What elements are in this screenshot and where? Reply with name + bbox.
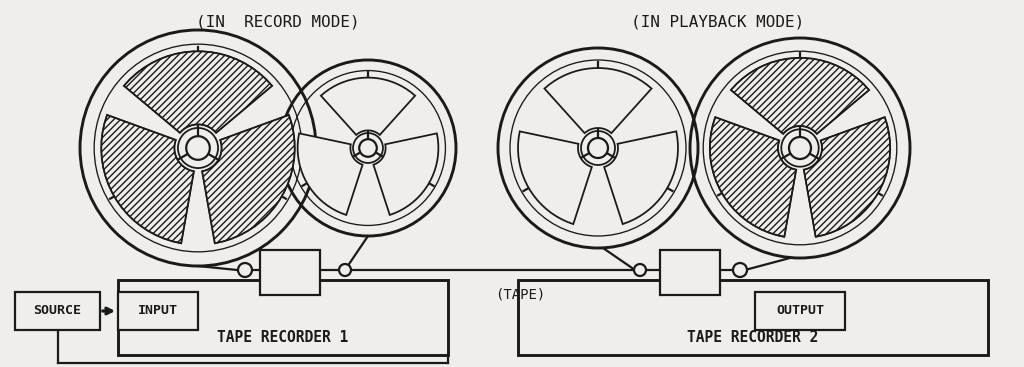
Text: (TAPE): (TAPE)	[495, 288, 545, 302]
Bar	[15, 292, 100, 330]
Circle shape	[634, 264, 646, 276]
Polygon shape	[101, 115, 194, 243]
Bar	[755, 292, 845, 330]
Text: (IN PLAYBACK MODE): (IN PLAYBACK MODE)	[632, 15, 805, 29]
Text: (IN  RECORD MODE): (IN RECORD MODE)	[197, 15, 359, 29]
Bar	[118, 280, 449, 355]
Bar	[518, 280, 988, 355]
Circle shape	[339, 264, 351, 276]
Text: INPUT: INPUT	[138, 305, 178, 317]
Circle shape	[733, 263, 746, 277]
Circle shape	[790, 137, 811, 159]
Circle shape	[359, 139, 377, 157]
Bar	[118, 292, 198, 330]
Circle shape	[588, 138, 608, 158]
Polygon shape	[374, 133, 438, 215]
Text: OUTPUT: OUTPUT	[776, 305, 824, 317]
Polygon shape	[545, 68, 651, 133]
Polygon shape	[604, 131, 678, 224]
Text: TAPE RECORDER 2: TAPE RECORDER 2	[687, 330, 818, 345]
Polygon shape	[124, 51, 272, 133]
Polygon shape	[804, 117, 890, 237]
Polygon shape	[202, 115, 295, 243]
Text: SOURCE: SOURCE	[34, 305, 82, 317]
Circle shape	[238, 263, 252, 277]
Bar	[260, 250, 319, 295]
Bar	[660, 250, 720, 295]
Polygon shape	[731, 58, 869, 134]
Polygon shape	[321, 78, 415, 135]
Polygon shape	[298, 133, 362, 215]
Polygon shape	[710, 117, 797, 237]
Polygon shape	[518, 131, 592, 224]
Circle shape	[186, 136, 210, 160]
Text: TAPE RECORDER 1: TAPE RECORDER 1	[217, 330, 348, 345]
